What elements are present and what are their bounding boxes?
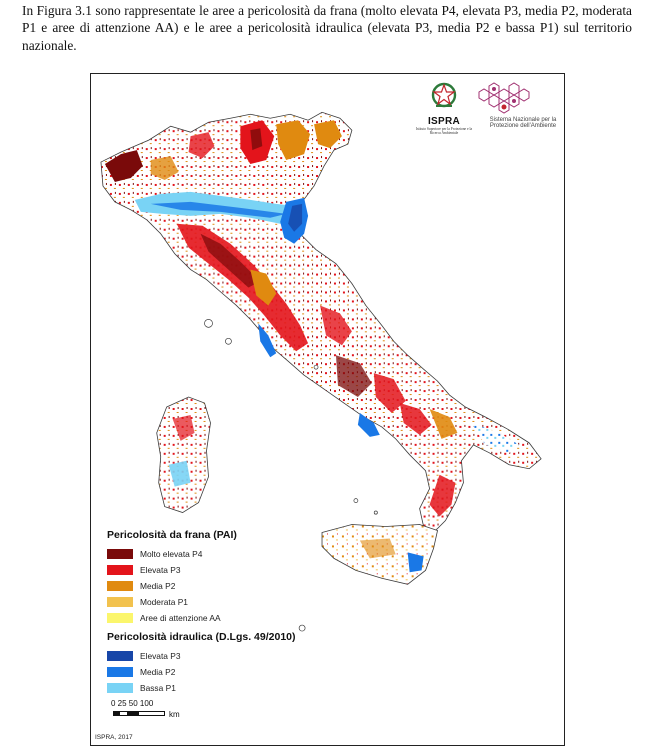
legend-item: Bassa P1 [107,680,337,696]
legend-swatch [107,667,133,677]
intro-paragraph: In Figura 3.1 sono rappresentate le aree… [22,3,632,53]
legend-swatch [107,613,133,623]
legend-label: Aree di attenzione AA [140,613,221,623]
apennines-hazard [176,223,309,352]
snpa-text: Sistema Nazionale per la Protezione dell… [489,117,557,130]
legend-label: Media P2 [140,667,176,677]
ispra-logo: ISPRA Istituto Superiore per la Protezio… [413,80,475,150]
scale-bar-graphic [113,711,165,716]
legend-item: Moderata P1 [107,594,337,610]
legend-swatch [107,581,133,591]
legend-item: Molto elevata P4 [107,546,337,562]
legend-flood-title: Pericolosità idraulica (D.Lgs. 49/2010) [107,631,296,643]
alps-hazard [104,150,143,182]
ispra-name: ISPRA [427,116,461,127]
ispra-subtitle: Istituto Superiore per la Protezione e l… [415,127,473,136]
legend-landslide-title: Pericolosità da frana (PAI) [107,529,237,541]
legend-swatch [107,683,133,693]
legend-swatch [107,597,133,607]
legend-item: Aree di attenzione AA [107,610,337,626]
legend-label: Bassa P1 [140,683,176,693]
map-credit: ISPRA, 2017 [95,734,133,741]
legend-label: Elevata P3 [140,565,181,575]
legend-item: Elevata P3 [107,562,337,578]
hexagon-network-icon [478,82,530,114]
scale-unit: km [169,710,180,719]
legend-swatch [107,651,133,661]
map-figure: ISPRA Istituto Superiore per la Protezio… [90,73,565,746]
italy-mainland [100,111,542,533]
legend-swatch [107,565,133,575]
scale-ticks: 0 25 50 100 [111,699,154,708]
snpa-logo: Sistema Nazionale per la Protezione dell… [469,80,561,142]
legend: Pericolosità da frana (PAI) Molto elevat… [107,528,337,696]
legend-label: Molto elevata P4 [140,549,203,559]
legend-item: Media P2 [107,664,337,680]
legend-item: Media P2 [107,578,337,594]
scale-bar: 0 25 50 100 km [111,699,231,725]
republic-emblem-icon [431,82,457,108]
sardinia [156,396,211,514]
legend-swatch [107,549,133,559]
italy-hazard-map [100,111,542,632]
legend-label: Media P2 [140,581,176,591]
legend-item: Elevata P3 [107,648,337,664]
legend-label: Moderata P1 [140,597,188,607]
legend-label: Elevata P3 [140,651,181,661]
